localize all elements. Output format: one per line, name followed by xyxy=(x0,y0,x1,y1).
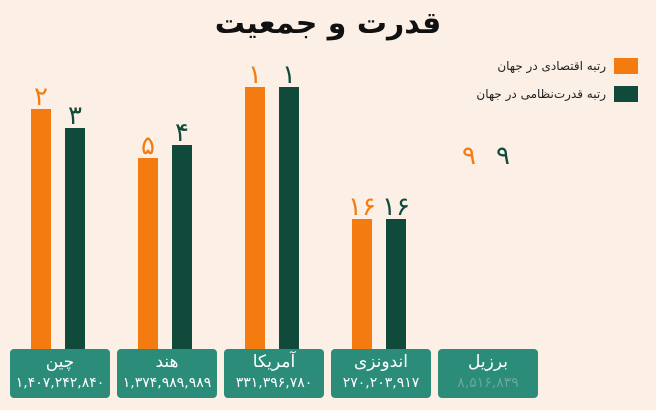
data-label-economic-3: ۱۶ xyxy=(348,192,376,222)
data-label-economic-0: ۲ xyxy=(34,82,48,112)
bar-economic-2 xyxy=(245,87,265,349)
bar-economic-3 xyxy=(352,219,372,349)
category-label-4: برزیل ۸,۵۱۶,۸۳۹ xyxy=(438,349,538,398)
bar-military-3 xyxy=(386,219,406,349)
category-population-1: ۱,۳۷۴,۹۸۹,۹۸۹ xyxy=(122,375,212,391)
category-name-4: برزیل xyxy=(468,352,508,372)
legend-item-military: رتبه قدرت‌نظامی در جهان xyxy=(438,80,638,108)
legend-item-economic: رتبه اقتصادی در جهان xyxy=(438,52,638,80)
chart-title: قدرت و جمعیت xyxy=(214,6,442,41)
category-name-2: آمریکا xyxy=(252,352,296,372)
category-label-2: آمریکا ۳۳۱,۳۹۶,۷۸۰ xyxy=(224,349,324,398)
category-label-1: هند ۱,۳۷۴,۹۸۹,۹۸۹ xyxy=(117,349,217,398)
data-label-military-0: ۳ xyxy=(68,101,82,131)
bar-military-1 xyxy=(172,145,192,349)
bar-military-0 xyxy=(65,128,85,349)
data-label-economic-2: ۱ xyxy=(248,60,262,90)
bar-military-2 xyxy=(279,87,299,349)
data-label-economic-4: ۹ xyxy=(462,141,476,171)
legend-swatch-economic xyxy=(614,58,638,74)
category-name-3: اندونزی xyxy=(353,352,408,372)
legend-swatch-military xyxy=(614,86,638,102)
data-label-military-1: ۴ xyxy=(175,118,189,148)
legend-label-military: رتبه قدرت‌نظامی در جهان xyxy=(476,87,606,101)
data-label-military-4: ۹ xyxy=(496,141,510,171)
category-name-0: چین xyxy=(45,352,75,372)
category-population-2: ۳۳۱,۳۹۶,۷۸۰ xyxy=(235,375,313,391)
bar-economic-0 xyxy=(31,109,51,349)
data-label-economic-1: ۵ xyxy=(141,131,155,161)
data-label-military-2: ۱ xyxy=(282,60,296,90)
category-name-1: هند xyxy=(155,352,179,372)
bar-economic-1 xyxy=(138,158,158,349)
category-label-3: اندونزی ۲۷۰,۲۰۳,۹۱۷ xyxy=(331,349,431,398)
category-population-0: ۱,۴۰۷,۲۴۲,۸۴۰ xyxy=(15,375,105,391)
data-label-military-3: ۱۶ xyxy=(382,192,410,222)
legend: رتبه اقتصادی در جهان رتبه قدرت‌نظامی در … xyxy=(438,52,638,108)
category-label-0: چین ۱,۴۰۷,۲۴۲,۸۴۰ xyxy=(10,349,110,398)
legend-label-economic: رتبه اقتصادی در جهان xyxy=(497,59,606,73)
category-population-3: ۲۷۰,۲۰۳,۹۱۷ xyxy=(342,375,420,391)
category-population-4: ۸,۵۱۶,۸۳۹ xyxy=(457,375,519,391)
